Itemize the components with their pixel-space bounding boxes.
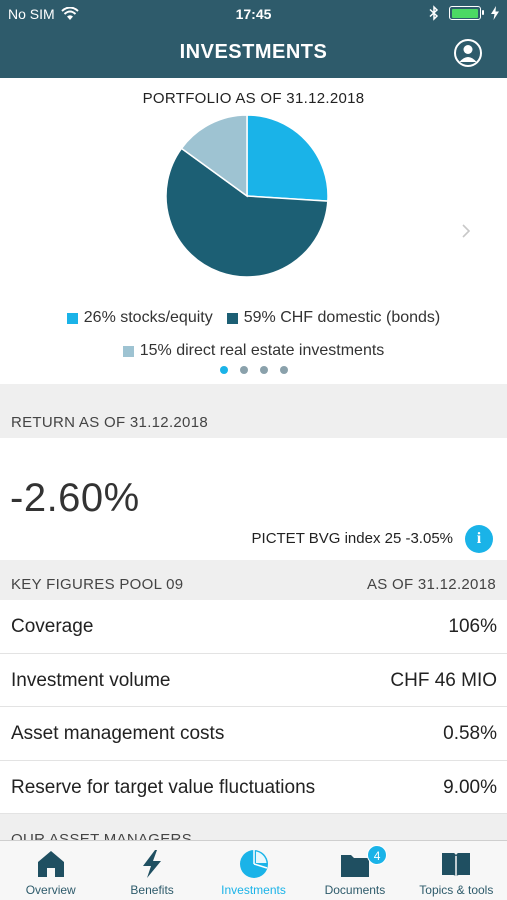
- legend-swatch: [122, 345, 134, 357]
- legend-row: 15% direct real estate investments: [0, 342, 507, 360]
- home-icon: [37, 851, 64, 877]
- folder-icon: [340, 855, 369, 877]
- notification-badge: 4: [367, 845, 388, 865]
- tab-bar: Overview Benefits Investments 4 Document…: [0, 840, 507, 900]
- key-figures-date: AS OF 31.12.2018: [366, 576, 496, 593]
- tab-label: Documents: [324, 883, 386, 897]
- key-figure-row: Coverage 106%: [0, 600, 507, 654]
- page-title: INVESTMENTS: [179, 41, 328, 63]
- pie-slice-chf-domestic-bonds-: [165, 147, 329, 278]
- chevron-right-icon[interactable]: [460, 221, 472, 241]
- info-button[interactable]: i: [465, 525, 493, 553]
- user-circle-icon[interactable]: [453, 38, 483, 68]
- status-bar: No SIM 17:45: [0, 0, 507, 28]
- key-figure-value: CHF 46 MIO: [390, 669, 497, 691]
- page-dot[interactable]: [259, 366, 268, 374]
- page-dot[interactable]: [279, 366, 288, 374]
- legend-row: 26% stocks/equity 59% CHF domestic (bond…: [0, 309, 507, 327]
- tab-overview[interactable]: Overview: [0, 841, 101, 900]
- key-figures-title: KEY FIGURES POOL 09: [11, 576, 184, 593]
- tab-label: Overview: [25, 883, 76, 897]
- tab-investments[interactable]: Investments: [203, 841, 304, 900]
- page-dot[interactable]: [239, 366, 248, 374]
- pie-slice-direct-real-estate-investments: [180, 114, 248, 198]
- return-block: -2.60% PICTET BVG index 25 -3.05% i: [0, 438, 507, 560]
- return-header-label: RETURN AS OF 31.12.2018: [11, 414, 208, 431]
- pie-slice-stocks-equity: [246, 114, 329, 202]
- status-time: 17:45: [235, 6, 272, 22]
- return-section-header: RETURN AS OF 31.12.2018: [0, 384, 507, 438]
- legend-item-bonds: 59% CHF domestic (bonds): [226, 309, 441, 327]
- legend-item-real-estate: 15% direct real estate investments: [122, 342, 385, 360]
- bluetooth-icon: [429, 5, 439, 21]
- charging-icon: [491, 6, 499, 20]
- key-figure-value: 9.00%: [443, 776, 497, 798]
- status-right: [429, 5, 499, 21]
- benchmark-label: PICTET BVG index 25 -3.05%: [251, 530, 453, 547]
- tab-benefits[interactable]: Benefits: [101, 841, 202, 900]
- tab-label: Topics & tools: [419, 883, 494, 897]
- key-figure-row: Reserve for target value fluctuations 9.…: [0, 760, 507, 814]
- lightning-icon: [143, 850, 162, 878]
- legend-swatch: [66, 312, 78, 324]
- chart-title: PORTFOLIO AS OF 31.12.2018: [142, 90, 365, 107]
- page-indicator[interactable]: [0, 366, 507, 374]
- tab-label: Investments: [221, 883, 286, 897]
- carrier-label: No SIM: [8, 6, 55, 22]
- book-icon: [442, 853, 471, 877]
- wifi-icon: [61, 7, 79, 20]
- tab-label: Benefits: [130, 883, 174, 897]
- tab-documents[interactable]: 4 Documents: [304, 841, 405, 900]
- key-figures-header: KEY FIGURES POOL 09 AS OF 31.12.2018: [0, 560, 507, 600]
- key-figure-value: 106%: [448, 616, 497, 637]
- legend-swatch: [226, 312, 238, 324]
- page-dot[interactable]: [219, 366, 228, 374]
- key-figure-label: Coverage: [11, 616, 94, 637]
- key-figure-row: Investment volume CHF 46 MIO: [0, 653, 507, 707]
- portfolio-chart-card[interactable]: PORTFOLIO AS OF 31.12.2018 26% stocks/eq…: [0, 78, 507, 384]
- legend-label: 26% stocks/equity: [83, 309, 213, 326]
- legend-label: 59% CHF domestic (bonds): [243, 309, 441, 326]
- nav-bar: INVESTMENTS: [0, 28, 507, 78]
- legend-label: 15% direct real estate investments: [139, 342, 385, 359]
- pie-chart-icon: [239, 850, 268, 878]
- key-figure-label: Investment volume: [11, 669, 171, 691]
- battery-icon: [449, 6, 484, 20]
- key-figures-list: Coverage 106% Investment volume CHF 46 M…: [0, 600, 507, 814]
- tab-topics-tools[interactable]: Topics & tools: [406, 841, 507, 900]
- legend-item-stocks: 26% stocks/equity: [66, 309, 213, 327]
- return-value: -2.60%: [10, 476, 140, 520]
- key-figure-row: Asset management costs 0.58%: [0, 707, 507, 761]
- portfolio-pie-chart: [165, 114, 329, 278]
- key-figure-label: Asset management costs: [11, 723, 225, 744]
- key-figure-value: 0.58%: [443, 723, 497, 744]
- key-figure-label: Reserve for target value fluctuations: [11, 776, 316, 798]
- status-left: No SIM: [8, 6, 79, 22]
